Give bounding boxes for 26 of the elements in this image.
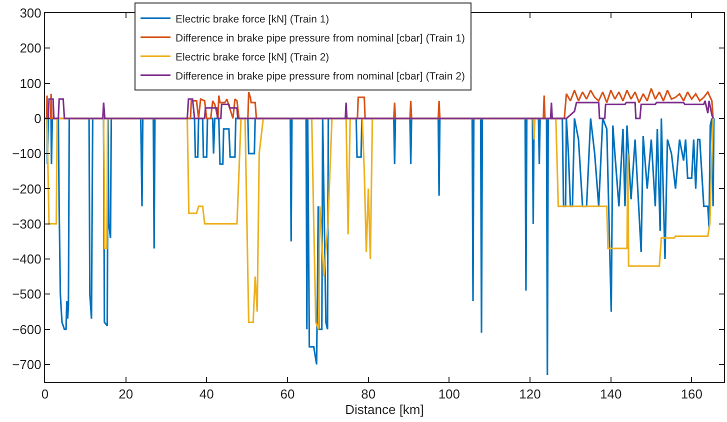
line-series bbox=[45, 98, 714, 120]
y-tick-label: −100 bbox=[12, 146, 42, 162]
y-tick-label: −700 bbox=[12, 356, 42, 372]
y-tick-label: 100 bbox=[20, 76, 42, 91]
y-tick-label: −600 bbox=[12, 322, 42, 337]
y-tick-label: −300 bbox=[12, 216, 42, 232]
x-tick-label: 140 bbox=[600, 386, 622, 402]
y-tick-label: 200 bbox=[20, 40, 42, 56]
legend-label: Electric brake force [kN] (Train 2) bbox=[176, 51, 330, 64]
x-tick-label: 40 bbox=[199, 386, 214, 402]
y-tick-label: −200 bbox=[12, 181, 42, 196]
y-tick-label: 300 bbox=[20, 6, 42, 21]
legend-label: Difference in brake pipe pressure from nominal [cbar] (Train 2) bbox=[176, 70, 465, 82]
y-tick-label: −400 bbox=[12, 252, 42, 267]
x-tick-label: 60 bbox=[280, 386, 295, 402]
y-tick-label: −500 bbox=[12, 286, 42, 302]
x-tick-label: 160 bbox=[680, 386, 703, 402]
x-tick-label: 100 bbox=[438, 386, 460, 402]
x-tick-label: 80 bbox=[361, 386, 376, 402]
line-series bbox=[45, 118, 715, 376]
x-tick-label: 20 bbox=[118, 386, 134, 402]
x-axis-title: Distance [km] bbox=[345, 402, 424, 418]
x-tick-label: 120 bbox=[519, 386, 541, 402]
legend-label: Difference in brake pipe pressure from nominal [cbar] (Train 1) bbox=[176, 32, 465, 44]
legend-label: Electric brake force [kN] (Train 1) bbox=[176, 13, 330, 26]
y-tick-label: 0 bbox=[34, 110, 42, 126]
